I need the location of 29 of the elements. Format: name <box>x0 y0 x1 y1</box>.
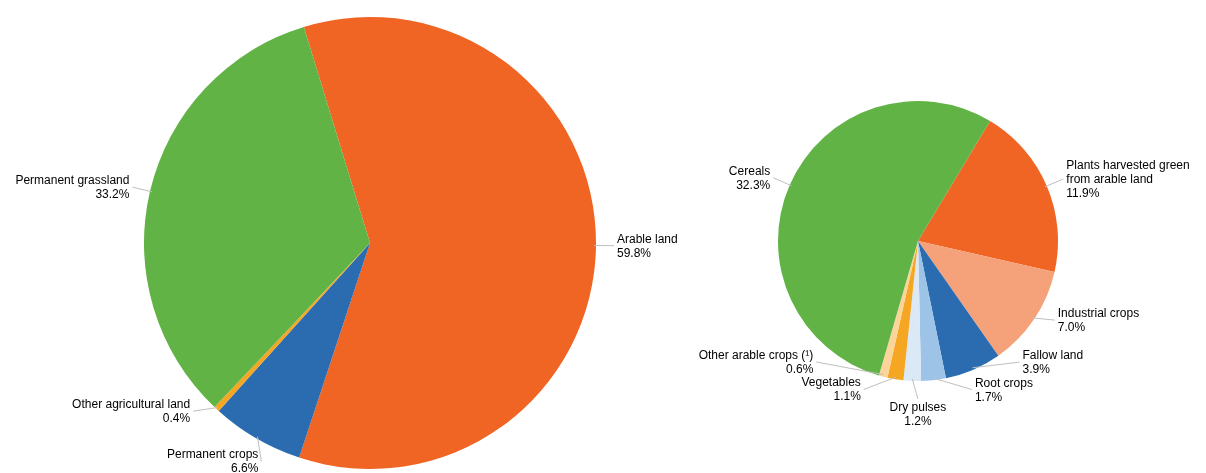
data-label: 1.7% <box>974 389 1003 404</box>
pie-slice <box>918 120 1058 272</box>
data-label: 6.6% <box>230 461 259 473</box>
data-label: 3.9% <box>1022 362 1051 377</box>
slice-label: Plants harvested green from arable land <box>1066 157 1190 186</box>
data-label: 33.2% <box>95 187 130 202</box>
data-label: 0.6% <box>785 361 814 376</box>
pie-slice <box>887 241 918 381</box>
slice-label: Other arable crops (¹) <box>698 347 814 362</box>
pie-slice <box>918 241 999 379</box>
slice-label: Permanent grassland <box>15 173 130 188</box>
data-label: 11.9% <box>1066 185 1100 200</box>
data-label: 1.2% <box>904 414 932 428</box>
slice-label: Dry pulses <box>889 400 947 414</box>
data-label: 59.8% <box>616 245 652 260</box>
data-label: 7.0% <box>1057 320 1086 335</box>
slice-label: Arable land <box>616 231 678 246</box>
slice-label: Cereals <box>728 163 771 178</box>
slice-label: Permanent crops <box>166 447 259 462</box>
pie-slice <box>299 17 596 469</box>
slice-label: Vegetables <box>801 375 861 390</box>
slice-label: Other agricultural land <box>72 397 191 412</box>
data-label: 32.3% <box>736 177 771 192</box>
slice-label: Root crops <box>974 375 1033 390</box>
slice-label: Fallow land <box>1022 348 1084 363</box>
slice-label: Industrial crops <box>1057 306 1140 321</box>
data-label: 0.4% <box>162 411 191 426</box>
pie-slice <box>918 241 946 381</box>
data-label: 1.1% <box>833 389 862 404</box>
